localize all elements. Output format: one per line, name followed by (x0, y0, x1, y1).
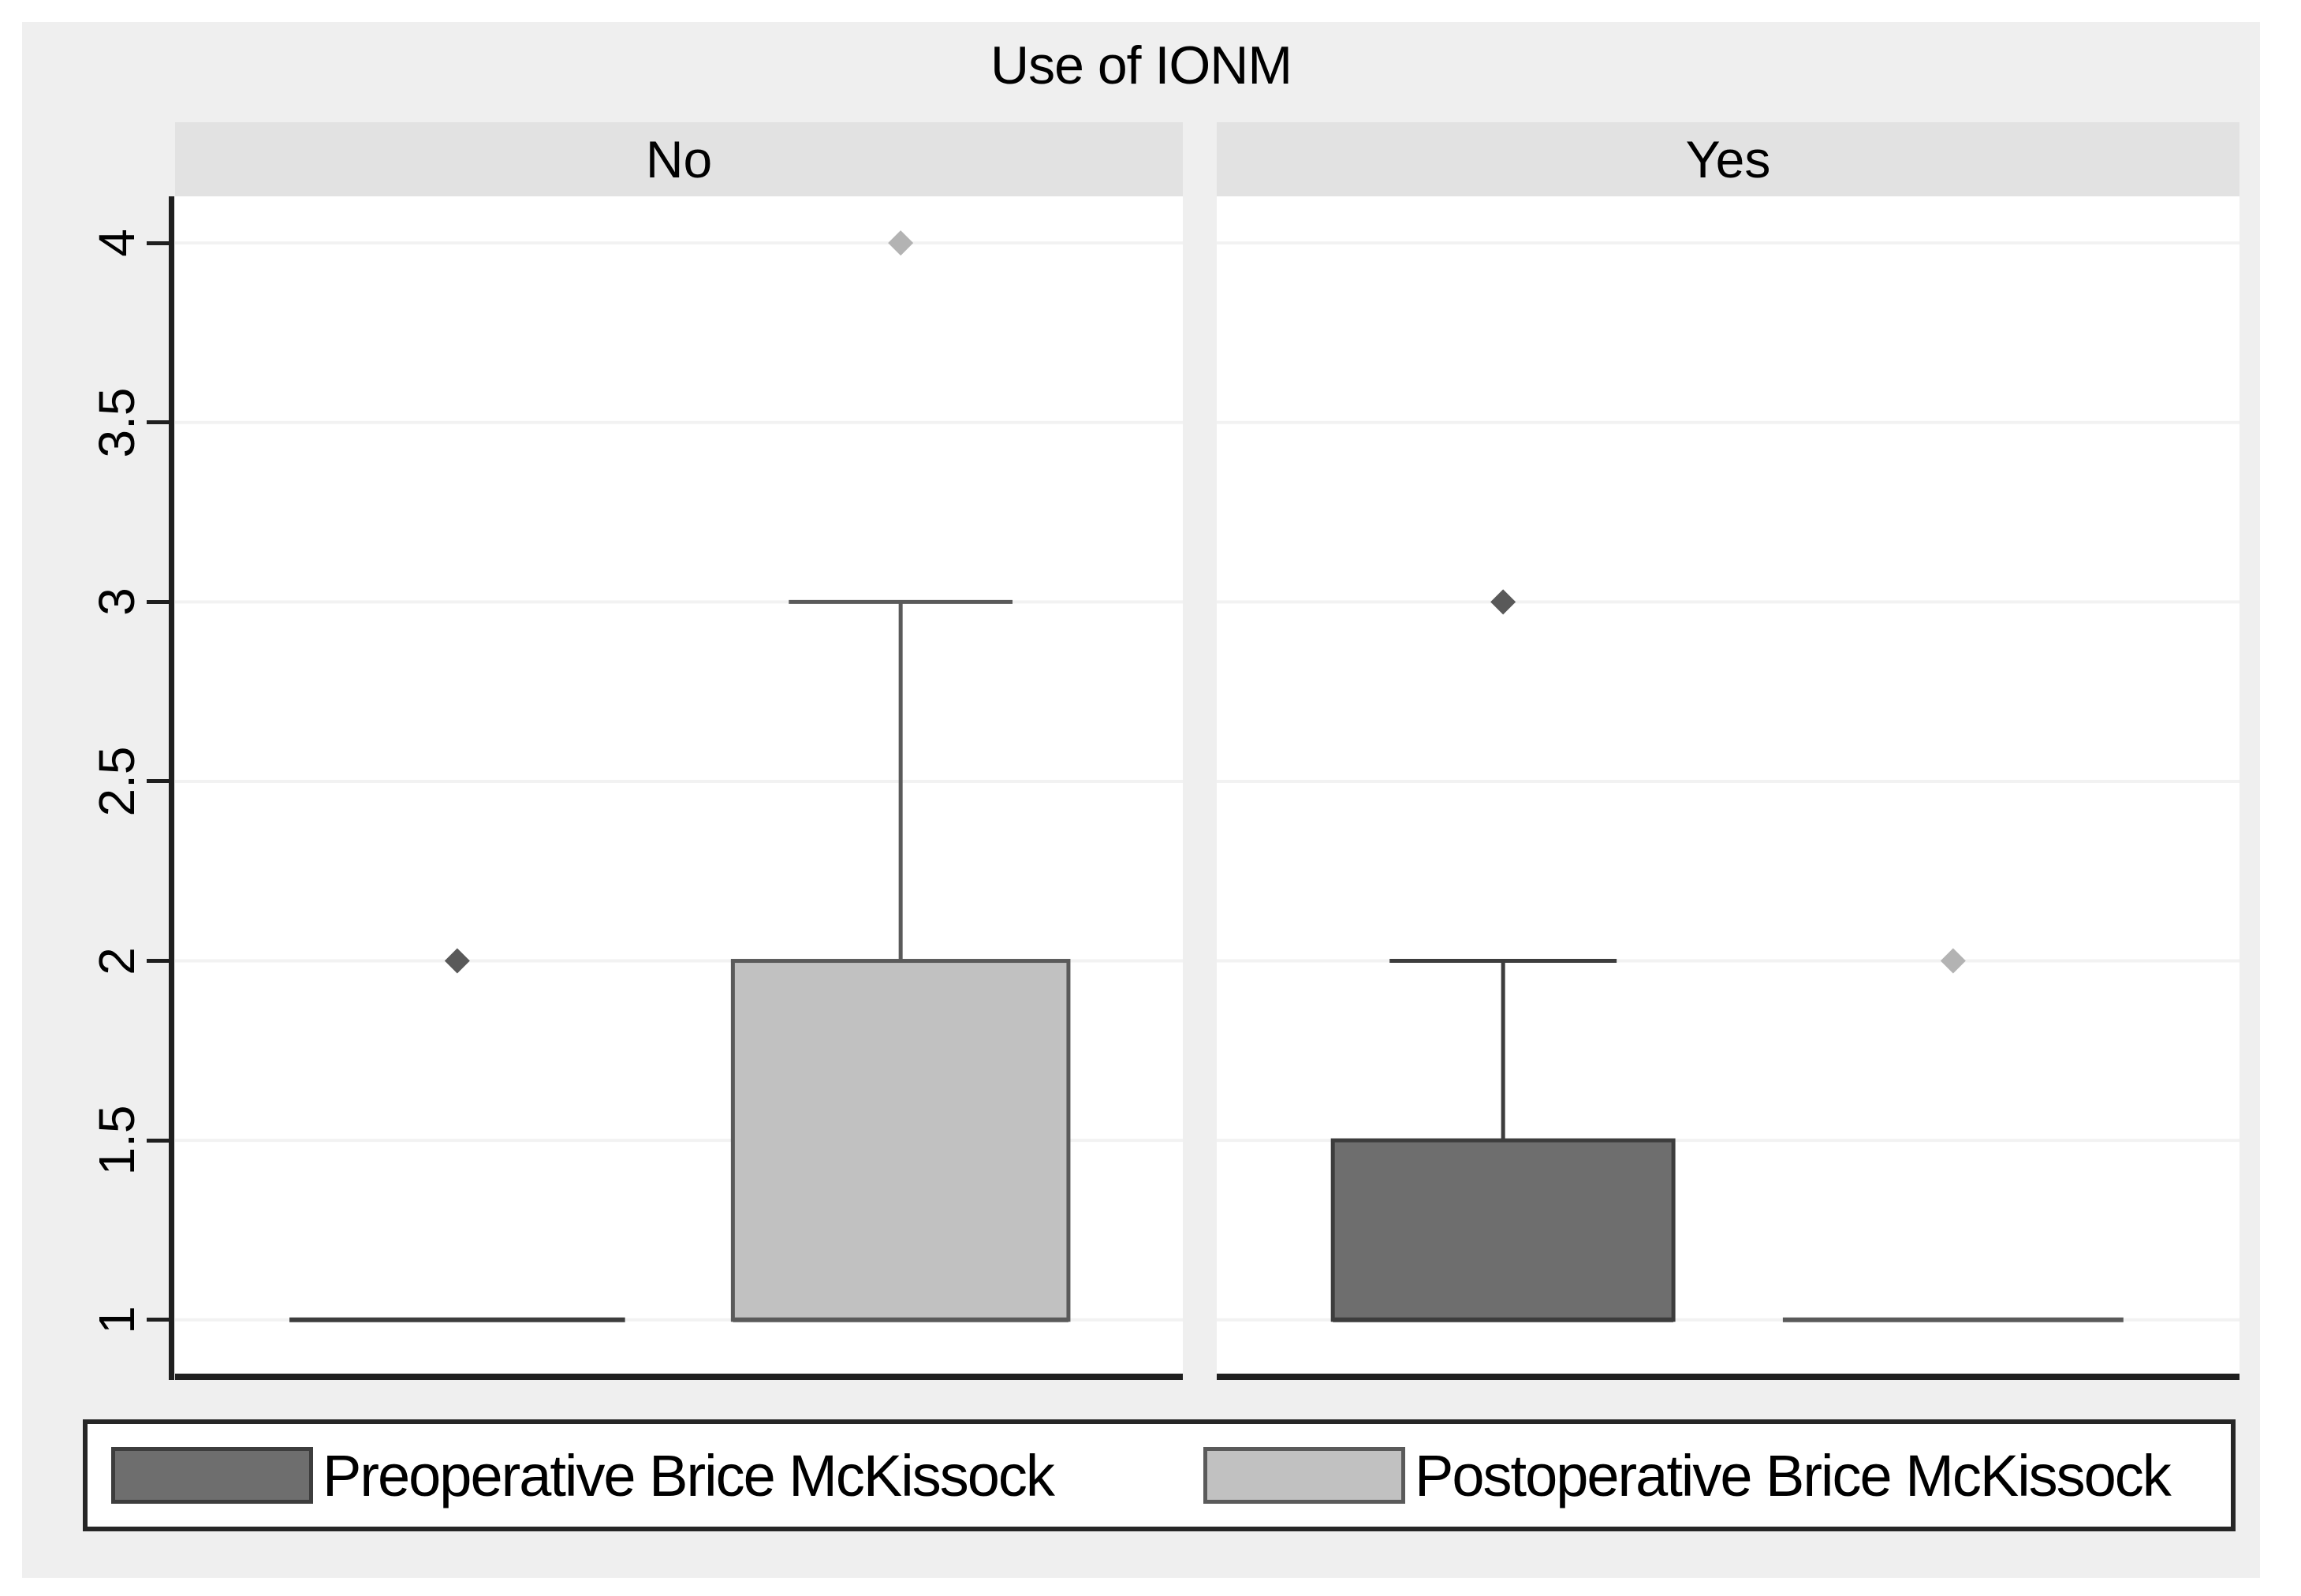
legend-label-postoperative: Postoperative Brice McKissock (1415, 1442, 2172, 1508)
y-axis-line (169, 196, 174, 1380)
y-axis-tick-label: 2.5 (88, 746, 145, 817)
legend-entry-preoperative: Preoperative Brice McKissock (111, 1424, 1055, 1527)
y-axis-tick (147, 241, 170, 245)
y-axis-tick (147, 779, 170, 784)
legend: Preoperative Brice McKissock Postoperati… (83, 1419, 2236, 1531)
y-axis-tick-label: 2 (88, 946, 145, 975)
chart-title: Use of IONM (990, 35, 1292, 95)
y-axis-tick (147, 959, 170, 964)
box (730, 959, 1071, 1322)
legend-swatch-postoperative (1203, 1447, 1405, 1504)
box (1330, 1138, 1676, 1322)
y-axis-tick (147, 420, 170, 425)
y-axis-tick-label: 4 (88, 229, 145, 257)
facet-header-yes: Yes (1217, 122, 2239, 196)
y-axis-tick-label: 3 (88, 587, 145, 617)
y-axis-tick-label: 1.5 (88, 1105, 145, 1176)
x-axis-line-yes (1217, 1374, 2239, 1380)
outlier-diamond (1490, 589, 1516, 615)
outlier-diamond (888, 230, 914, 256)
outlier-diamond (1940, 948, 1966, 974)
legend-label-preoperative: Preoperative Brice McKissock (323, 1442, 1055, 1508)
panel-no (175, 196, 1183, 1374)
y-axis-tick-label: 1 (88, 1305, 145, 1334)
facet-header-no: No (175, 122, 1183, 196)
y-axis-tick (147, 599, 170, 604)
outlier-diamond (444, 948, 470, 974)
panel-yes (1217, 196, 2239, 1374)
y-axis-tick (147, 1138, 170, 1143)
x-axis-line-no (175, 1374, 1183, 1380)
legend-swatch-preoperative (111, 1447, 313, 1504)
panel-no-plot (175, 230, 1183, 1322)
y-axis-tick (147, 1318, 170, 1322)
panel-yes-plot (1217, 241, 2239, 1322)
legend-entry-postoperative: Postoperative Brice McKissock (1203, 1424, 2172, 1527)
y-axis-tick-label: 3.5 (88, 387, 145, 458)
